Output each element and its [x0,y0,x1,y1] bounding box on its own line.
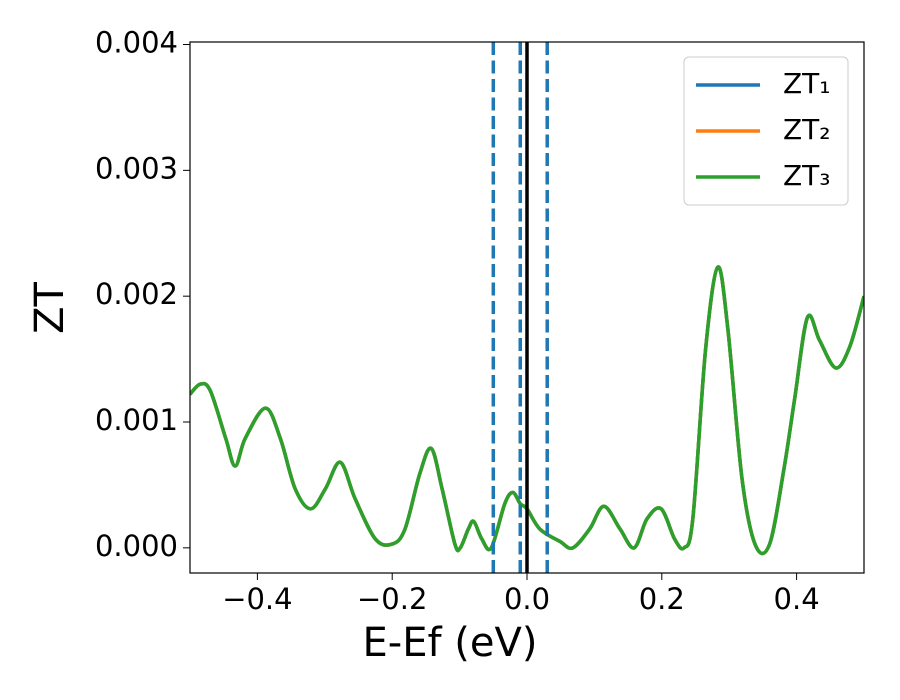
legend-label: ZT₃ [783,159,831,192]
x-tick-label: 0.2 [639,582,685,616]
y-tick-label: 0.003 [95,151,178,185]
legend-label: ZT₂ [783,113,831,146]
x-axis-label: E-Ef (eV) [363,620,538,666]
x-tick-label: −0.2 [357,582,427,616]
plot-frame [189,41,865,574]
x-tick-label: 0.0 [504,582,550,616]
y-axis-label: ZT [27,282,73,334]
legend-box [683,56,849,206]
y-tick-label: 0.004 [95,26,178,60]
y-tick-label: 0.002 [95,277,178,311]
x-tick-label: 0.4 [774,582,820,616]
x-tick-label: −0.4 [222,582,292,616]
y-tick-label: 0.000 [95,529,178,563]
legend-label: ZT₁ [783,67,831,100]
y-tick-label: 0.001 [95,403,178,437]
series-line [190,265,864,556]
